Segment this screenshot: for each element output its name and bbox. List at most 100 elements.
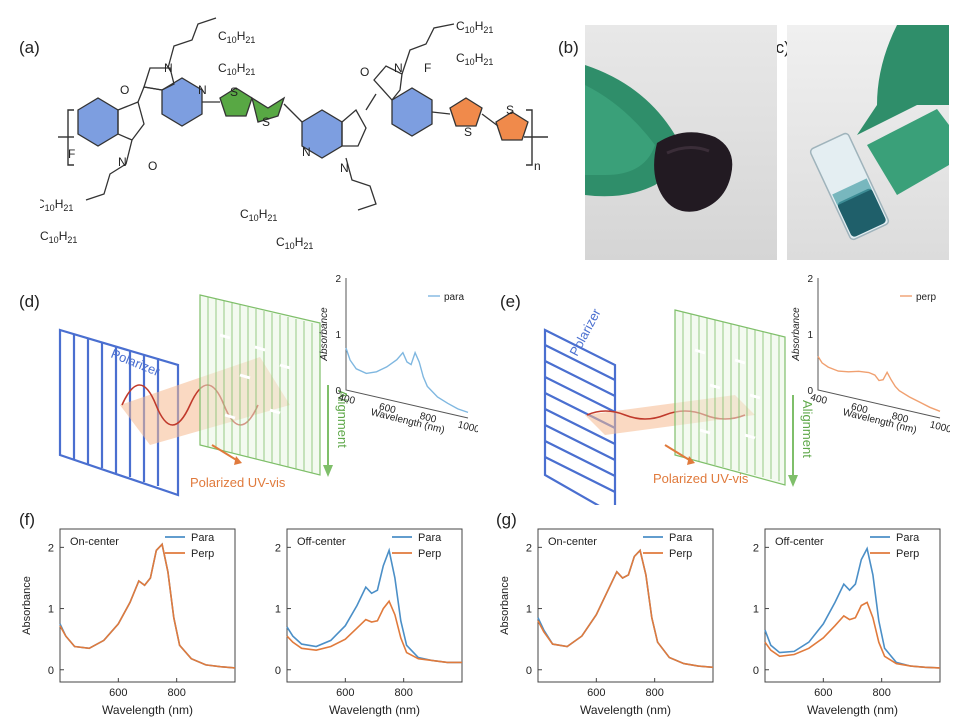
atom-n-2: N: [198, 83, 207, 97]
legend-label-para: Para: [418, 532, 442, 544]
chart-g-on: 600 800 0 1 2 Wavelength (nm) Absorbance On-cen…: [499, 528, 714, 717]
polarizer-horizontal: [543, 328, 617, 505]
plot-frame: [286, 528, 463, 683]
series-line-perp: [59, 542, 236, 669]
atom-f-2: F: [68, 147, 75, 161]
x-tick-label: 800: [891, 411, 910, 426]
x-axis-label: Wavelength (nm): [580, 703, 671, 717]
chart-e-inset: 0 1 2 400 600 800 1000 Wavelength (nm) Absorbanc…: [791, 274, 950, 436]
inset-axes: [817, 278, 941, 419]
x-axis-label: Wavelength (nm): [102, 703, 193, 717]
legend-label-para: para: [444, 292, 464, 303]
plot-frame: [59, 528, 236, 683]
atom-n-3: N: [302, 145, 311, 159]
panel-title: On-center: [548, 536, 597, 548]
y-tick-label: 2: [753, 542, 759, 554]
x-tick-label: 400: [337, 392, 356, 407]
plot-frame: [537, 528, 714, 683]
legend-label-perp: Perp: [669, 548, 692, 560]
atom-n-5: N: [118, 155, 127, 169]
schematic-e: Polarizer Alignment Polarized UV-vis: [543, 305, 815, 505]
x-tick-label: 800: [419, 411, 438, 426]
panel-label-e: (e): [500, 292, 521, 311]
plot-frame: [764, 528, 941, 683]
series-line-perp: [764, 601, 941, 669]
y-tick-label: 0: [48, 665, 54, 677]
alignment-label: Alignment: [335, 390, 350, 448]
atom-o-1: O: [120, 83, 129, 97]
series-line-para: [286, 547, 462, 664]
legend-label-para: Para: [896, 532, 920, 544]
atom-o-3: O: [148, 159, 157, 173]
legend-label-perp: perp: [916, 292, 936, 303]
chemical-structure: O N N S S N O N F S S F N O N n C10H21 C…: [40, 17, 548, 251]
panel-label-d: (d): [19, 292, 40, 311]
schematic-d: Polarizer Alignment Polarized UV-vis: [58, 294, 350, 497]
y-tick-label: 1: [526, 604, 532, 616]
series-line-para: [537, 548, 714, 669]
y-tick-label: 2: [526, 542, 532, 554]
y-tick-label: 0: [335, 386, 341, 397]
y-axis-label: Absorbance: [319, 307, 330, 362]
alignment-film: [199, 294, 321, 476]
photo-vial-solution: [787, 25, 949, 260]
y-axis-label: Absorbance: [791, 307, 802, 362]
y-tick-label: 1: [753, 604, 759, 616]
panel-title: Off-center: [775, 536, 824, 548]
x-tick-label: 800: [645, 687, 663, 699]
x-tick-label: 600: [587, 687, 605, 699]
y-tick-label: 2: [335, 274, 341, 285]
thiophene-ring-2: [495, 111, 529, 141]
series-line-perp: [817, 356, 941, 412]
y-tick-label: 2: [275, 542, 281, 554]
alignment-label: Alignment: [800, 400, 815, 458]
legend-label-para: Para: [191, 532, 215, 544]
atom-s-3: S: [464, 125, 472, 139]
panel-label-a: (a): [19, 38, 40, 57]
x-axis-label: Wavelength (nm): [370, 407, 446, 436]
atom-n-1: N: [164, 61, 173, 75]
polarized-uv-label: Polarized UV-vis: [653, 471, 749, 486]
thienothiophene-ring-b: [250, 96, 286, 123]
atom-s-2: S: [262, 115, 270, 129]
alkyl-label: C10H21: [218, 29, 255, 45]
alkyl-label: C10H21: [40, 197, 73, 213]
y-tick-label: 0: [807, 386, 813, 397]
alkyl-label: C10H21: [276, 235, 313, 251]
alignment-film: [674, 309, 786, 486]
y-tick-label: 2: [48, 542, 54, 554]
thiophene-ring-1: [449, 97, 483, 127]
panel-title: On-center: [70, 536, 119, 548]
x-tick-label: 600: [378, 402, 397, 417]
x-tick-label: 800: [167, 687, 185, 699]
x-tick-label: 600: [850, 402, 869, 417]
atom-o-2: O: [360, 65, 369, 79]
chart-d-inset: 0 1 2 400 600 800 1000 Wavelength (nm) Absorbanc…: [319, 274, 478, 436]
benzene-ring-1: [77, 97, 119, 147]
legend-label-para: Para: [669, 532, 693, 544]
benzene-ring-2: [391, 87, 433, 137]
legend-label-perp: Perp: [191, 548, 214, 560]
y-tick-label: 1: [807, 330, 813, 341]
alkyl-label: C10H21: [240, 207, 277, 223]
thienothiophene-ring-a: [219, 87, 253, 117]
series-line-perp: [537, 548, 714, 669]
chart-f-off: 600 800 0 1 2 Wavelength (nm) Off-center Para Pe…: [275, 528, 463, 717]
series-line-para: [59, 542, 236, 669]
x-tick-label: 600: [814, 687, 832, 699]
series-line-perp: [286, 599, 462, 664]
alkyl-label: C10H21: [456, 19, 493, 35]
y-tick-label: 0: [275, 665, 281, 677]
x-tick-label: 800: [394, 687, 412, 699]
x-tick-label: 600: [109, 687, 127, 699]
atom-f-1: F: [424, 61, 431, 75]
atom-n-4: N: [394, 61, 403, 75]
y-axis-label: Absorbance: [21, 576, 33, 635]
panel-title: Off-center: [297, 536, 346, 548]
x-axis-label: Wavelength (nm): [842, 407, 918, 436]
alkyl-label: C10H21: [456, 51, 493, 67]
photo-film-in-hand: [585, 25, 777, 260]
y-tick-label: 2: [807, 274, 813, 285]
x-axis-label: Wavelength (nm): [807, 703, 898, 717]
alkyl-label: C10H21: [40, 229, 77, 245]
